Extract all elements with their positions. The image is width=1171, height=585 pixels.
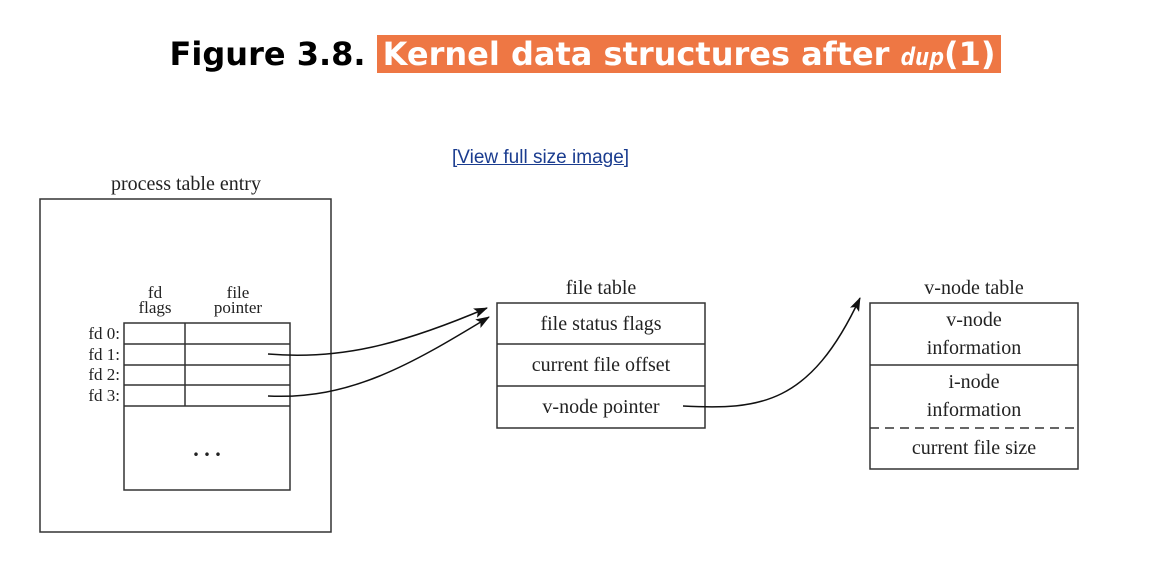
process-table-title: process table entry <box>111 173 261 195</box>
fd-ellipsis: . . . <box>193 436 221 461</box>
file-table-title: file table <box>566 277 637 299</box>
vnode-info-line1: v-node <box>946 309 1002 331</box>
vnode-info-line2: information <box>927 337 1021 359</box>
vnode-table-title: v-node table <box>924 277 1024 299</box>
vnode-pointer: v-node pointer <box>542 396 660 418</box>
inode-info-line2: information <box>927 399 1021 421</box>
figure-label: Figure 3.8. <box>169 35 366 73</box>
col-file-pointer-line1: file <box>227 283 250 302</box>
process-table-frame <box>39 198 332 533</box>
col-fd-flags-line1: fd <box>148 283 163 302</box>
figure-heading: Figure 3.8. Kernel data structures after… <box>0 34 1171 77</box>
caption-prefix: Kernel data structures after <box>382 35 890 73</box>
function-args: (1) <box>943 35 996 73</box>
fd0-label: fd 0: <box>88 324 120 343</box>
col-file-pointer-line2: pointer <box>214 298 262 317</box>
inode-info-line1: i-node <box>948 371 999 393</box>
fd1-label: fd 1: <box>88 345 120 364</box>
function-name: dup <box>900 43 944 71</box>
view-full-size-link[interactable]: [View full size image] <box>452 147 630 168</box>
current-file-offset: current file offset <box>532 354 671 376</box>
fd3-label: fd 3: <box>88 386 120 405</box>
vnode-table-frame <box>869 302 1079 470</box>
file-table-frame <box>496 302 706 429</box>
vnode-pointer-to-vnode-table-arrow <box>682 297 861 408</box>
fd2-label: fd 2: <box>88 365 120 384</box>
file-status-flags: file status flags <box>540 313 661 335</box>
fd3-to-file-table-arrow <box>267 316 490 398</box>
figure-caption: Kernel data structures after dup(1) <box>376 35 1002 73</box>
col-fd-flags-line2: flags <box>138 298 171 317</box>
fd1-to-file-table-arrow <box>267 307 488 357</box>
current-file-size: current file size <box>912 437 1036 459</box>
